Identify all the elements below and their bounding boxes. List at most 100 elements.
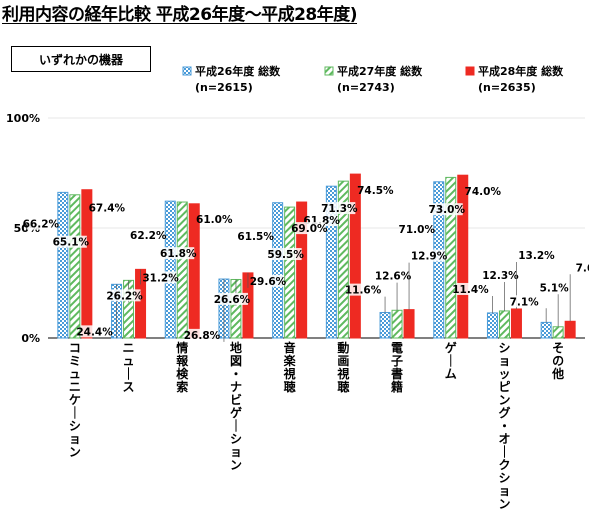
bar-2 <box>176 201 188 339</box>
category-label: ゲ｜ム <box>445 340 457 381</box>
data-label: 13.2% <box>518 250 555 262</box>
data-label: 65.1% <box>53 237 90 249</box>
legend-label-1: 平成26年度 総数 <box>195 64 281 78</box>
data-label: 5.1% <box>540 282 570 294</box>
label-bg <box>271 248 302 261</box>
data-label: 71.3% <box>321 203 358 215</box>
data-label: 31.2% <box>142 272 179 284</box>
bar-3 <box>403 309 415 339</box>
bars <box>57 173 576 339</box>
legend: 平成26年度 総数 (n=2615) 平成27年度 総数 (n=2743) 平成28年度… <box>182 64 564 94</box>
bar-1 <box>164 200 176 339</box>
data-label: 29.6% <box>250 276 287 288</box>
bar-1 <box>540 321 552 339</box>
chart-title: 利用内容の経年比較 平成26年度〜平成28年度) <box>2 5 358 25</box>
label-bg <box>80 325 111 338</box>
category-label: 地図・ナビゲ｜ション <box>230 340 242 472</box>
data-label: 12.9% <box>411 251 448 263</box>
data-label: 67.4% <box>89 203 126 215</box>
label-bg <box>432 203 463 216</box>
label-bg <box>510 295 541 308</box>
label-bg <box>295 222 326 235</box>
category-label: 電子書籍 <box>391 341 403 394</box>
bar-2 <box>391 309 403 339</box>
bar-3 <box>564 320 576 339</box>
label-bg <box>540 281 571 294</box>
label-bg <box>253 274 284 287</box>
data-label: 12.3% <box>482 270 519 282</box>
data-label: 59.5% <box>267 249 304 261</box>
label-bg <box>164 247 195 260</box>
label-bg <box>402 223 433 236</box>
legend-n-1: (n=2615) <box>195 81 253 94</box>
data-label: 66.2% <box>23 219 60 231</box>
bar-3 <box>457 174 469 339</box>
legend-swatch-3 <box>465 66 475 76</box>
bar-3 <box>296 201 308 339</box>
bar-1 <box>57 191 69 339</box>
category-label: 音楽視聴 <box>283 340 297 394</box>
data-label: 12.6% <box>375 271 412 283</box>
label-bg <box>241 230 272 243</box>
data-label: 11.6% <box>345 285 382 297</box>
legend-label-2: 平成27年度 総数 <box>337 64 423 78</box>
label-bg <box>486 268 517 281</box>
bar-3 <box>81 189 93 339</box>
label-bg <box>456 282 487 295</box>
data-label: 61.8% <box>160 248 197 260</box>
data-labels: 66.2% 65.1% 67.4% 24.4% 26.2% 31.2% 62.2% 61.8%… <box>23 184 589 342</box>
y-tick-label: 0% <box>21 332 40 345</box>
bar-3 <box>510 308 522 339</box>
y-tick-label: 100% <box>6 112 40 125</box>
label-bg <box>110 289 141 302</box>
legend-n-2: (n=2743) <box>337 81 395 94</box>
category-label: 情報検索 <box>176 340 189 394</box>
data-label: 74.5% <box>357 185 394 197</box>
bar-1 <box>272 202 284 339</box>
data-label: 7.1% <box>510 296 540 308</box>
legend-swatch-1 <box>182 66 192 76</box>
category-label: その他 <box>551 341 564 381</box>
label-bg <box>349 283 380 296</box>
data-label: 71.0% <box>399 224 436 236</box>
label-bg <box>217 292 248 305</box>
label-bg <box>187 328 218 341</box>
data-label: 69.0% <box>291 223 328 235</box>
legend-label-3: 平成28年度 総数 <box>478 64 564 78</box>
data-label: 26.8% <box>184 330 221 342</box>
data-label: 61.0% <box>196 214 233 226</box>
category-label: コミュニケ｜ション <box>69 341 81 459</box>
data-label: 26.2% <box>106 290 143 302</box>
data-label: 62.2% <box>130 230 167 242</box>
label-bg <box>56 235 87 248</box>
bar-2 <box>337 180 349 339</box>
category-labels: コミュニケ｜ション ニュ｜ス 情報検索 地図・ナビゲ｜ション 音楽視聴 動画視聴 電子書籍 ゲ… <box>69 340 564 511</box>
label-bg <box>146 271 177 284</box>
data-label: 73.0% <box>429 204 466 216</box>
label-bg <box>468 185 499 198</box>
bar-3 <box>349 173 361 339</box>
label-bg <box>415 249 446 262</box>
label-bg <box>361 184 392 197</box>
subset-label-box: いずれかの機器 <box>11 46 151 72</box>
label-bg <box>92 201 123 214</box>
category-label: 動画視聴 <box>336 340 349 394</box>
label-bg <box>576 261 589 274</box>
bar-1 <box>486 312 498 339</box>
bar-2 <box>284 206 296 339</box>
legend-n-3: (n=2635) <box>478 81 536 94</box>
bar-2 <box>552 326 564 339</box>
label-bg <box>522 248 553 261</box>
label-bg <box>200 213 231 226</box>
data-label: 7.6% <box>576 262 589 274</box>
label-bg <box>379 269 410 282</box>
bar-2 <box>498 310 510 339</box>
label-bg <box>26 217 57 230</box>
label-bg <box>134 229 165 242</box>
label-bg <box>325 202 356 215</box>
data-label: 26.6% <box>214 294 251 306</box>
category-label: ニュ｜ス <box>123 341 135 394</box>
category-label: ショッピング・オ｜クション <box>498 341 510 511</box>
bar-2 <box>445 176 457 339</box>
